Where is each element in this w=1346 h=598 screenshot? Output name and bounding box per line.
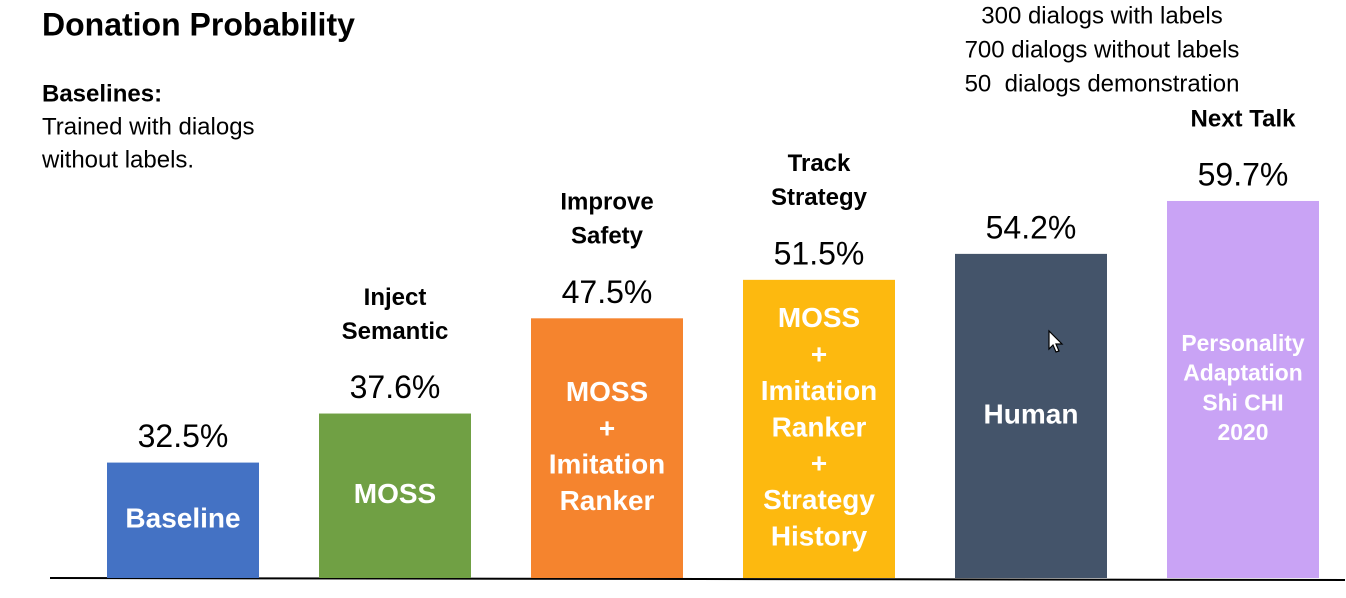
note-line: Trained with dialogs bbox=[42, 113, 255, 140]
bar-label: Imitation bbox=[761, 375, 877, 406]
note-line: without labels. bbox=[41, 146, 194, 173]
bar-label: MOSS bbox=[354, 478, 436, 509]
bar-label: MOSS bbox=[778, 302, 860, 333]
bar bbox=[743, 279, 895, 578]
bar-header: Safety bbox=[571, 223, 644, 250]
bar bbox=[955, 253, 1107, 579]
data-note-line: 700 dialogs without labels bbox=[965, 36, 1240, 63]
bar-label: Imitation bbox=[549, 449, 665, 480]
bar-header: Semantic bbox=[342, 318, 449, 345]
bar-header: Improve bbox=[560, 189, 653, 216]
value-label: 47.5% bbox=[562, 274, 653, 310]
bar-label: MOSS bbox=[566, 376, 648, 407]
chart-title: Donation Probability bbox=[42, 6, 355, 42]
value-label: 59.7% bbox=[1198, 156, 1289, 192]
bar-label: Ranker bbox=[560, 485, 655, 516]
bar-label: + bbox=[811, 339, 827, 370]
bar-label: Ranker bbox=[772, 411, 867, 442]
bar-label: Baseline bbox=[125, 503, 240, 534]
value-label: 51.5% bbox=[774, 235, 865, 271]
data-note-line: 300 dialogs with labels bbox=[981, 2, 1223, 29]
value-label: 32.5% bbox=[138, 418, 229, 454]
bar-header: Track bbox=[788, 150, 851, 177]
bar-label: + bbox=[811, 448, 827, 479]
value-label: 37.6% bbox=[350, 369, 441, 405]
baseline-axis bbox=[49, 577, 1346, 581]
note-heading: Baselines: bbox=[42, 80, 162, 107]
bar-label: Human bbox=[984, 398, 1079, 429]
bar-header: Inject bbox=[364, 284, 427, 311]
bar-label: Shi CHI bbox=[1202, 389, 1283, 415]
bar bbox=[107, 462, 259, 578]
bar-label: Adaptation bbox=[1183, 360, 1302, 386]
value-label: 54.2% bbox=[986, 209, 1077, 245]
bar bbox=[319, 413, 471, 578]
bar-header: Next Talk bbox=[1191, 105, 1297, 132]
bar bbox=[531, 318, 683, 578]
bar-label: History bbox=[771, 520, 868, 551]
bar-label: 2020 bbox=[1218, 419, 1269, 445]
bar-header: Strategy bbox=[771, 184, 868, 211]
data-note-line: 50 dialogs demonstration bbox=[965, 70, 1240, 97]
bars: 32.5% Baseline 37.6% Inject Semantic MOSS 47.5… bbox=[107, 105, 1319, 579]
mouse-cursor bbox=[1048, 329, 1064, 353]
bar-label: Personality bbox=[1181, 330, 1305, 356]
bar bbox=[1167, 200, 1319, 578]
bar-label: + bbox=[599, 412, 615, 443]
bar-label: Strategy bbox=[763, 484, 875, 515]
